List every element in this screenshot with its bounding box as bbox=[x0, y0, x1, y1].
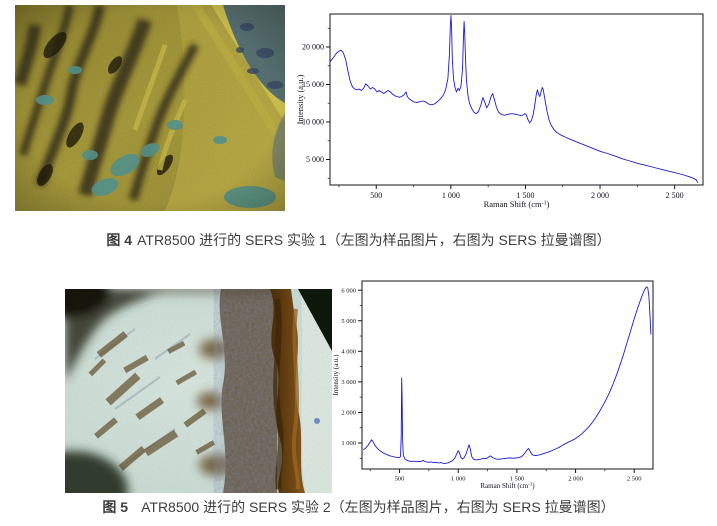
svg-text:1 500: 1 500 bbox=[516, 191, 534, 200]
svg-text:2 000: 2 000 bbox=[591, 191, 609, 200]
svg-text:10 000: 10 000 bbox=[302, 118, 324, 127]
figure5-caption-text: ATR8500 进行的 SERS 实验 2（左图为样品图片，右图为 SERS 拉… bbox=[141, 499, 615, 515]
svg-text:Raman Shift (cm-1): Raman Shift (cm-1) bbox=[480, 482, 535, 490]
svg-text:2 000: 2 000 bbox=[341, 410, 356, 417]
svg-text:6 000: 6 000 bbox=[341, 287, 356, 294]
svg-text:4 000: 4 000 bbox=[341, 348, 356, 355]
figure4-caption-text: ATR8500 进行的 SERS 实验 1（左图为样品图片，右图为 SERS 拉… bbox=[137, 232, 611, 248]
svg-text:500: 500 bbox=[370, 191, 382, 200]
figure4-caption: 图 4 ATR8500 进行的 SERS 实验 1（左图为样品图片，右图为 SER… bbox=[0, 230, 717, 250]
svg-text:500: 500 bbox=[395, 476, 405, 483]
figure4-sample-micrograph bbox=[15, 5, 285, 211]
figure4-caption-label: 图 4 bbox=[106, 232, 133, 248]
svg-text:1 500: 1 500 bbox=[510, 476, 525, 483]
svg-text:1 000: 1 000 bbox=[451, 476, 466, 483]
svg-text:2 500: 2 500 bbox=[666, 191, 684, 200]
micrograph1-grain bbox=[15, 5, 285, 211]
svg-text:15 000: 15 000 bbox=[302, 80, 324, 89]
svg-text:Intensity (a.u.): Intensity (a.u.) bbox=[295, 74, 305, 124]
svg-text:1 000: 1 000 bbox=[442, 191, 460, 200]
micrograph2-grain bbox=[65, 289, 332, 493]
svg-text:Intensity (a.u.): Intensity (a.u.) bbox=[332, 354, 340, 396]
figure5-sample-micrograph bbox=[65, 289, 332, 493]
svg-text:3 000: 3 000 bbox=[341, 379, 356, 386]
svg-text:5 000: 5 000 bbox=[341, 318, 356, 325]
figure5-caption: 图 5 ATR8500 进行的 SERS 实验 2（左图为样品图片，右图为 SER… bbox=[0, 497, 717, 517]
svg-text:2 500: 2 500 bbox=[627, 476, 642, 483]
svg-text:2 000: 2 000 bbox=[568, 476, 583, 483]
raman-spectrum-chart-1: 500 1 000 1 500 2 000 2 500 5 000 10 000 15 000… bbox=[295, 13, 704, 209]
svg-text:Raman Shift (cm-1): Raman Shift (cm-1) bbox=[484, 199, 550, 209]
svg-text:20 000: 20 000 bbox=[302, 43, 324, 52]
figure5-caption-label: 图 5 bbox=[102, 499, 129, 515]
svg-text:5 000: 5 000 bbox=[306, 155, 324, 164]
raman-spectrum-chart-2: 500 1 000 1 500 2 000 2 500 1 000 2 000 3 000 4 … bbox=[332, 280, 654, 490]
svg-text:1 000: 1 000 bbox=[341, 440, 356, 447]
